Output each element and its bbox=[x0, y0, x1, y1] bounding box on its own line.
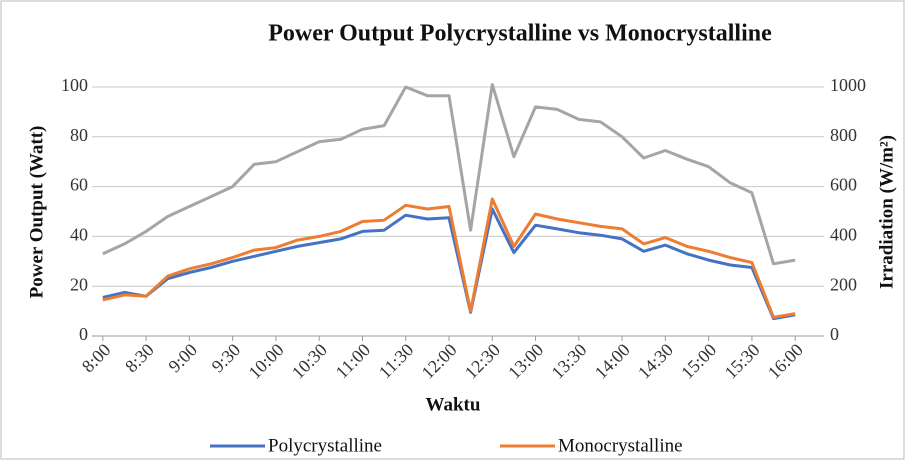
y2-tick-label: 800 bbox=[830, 125, 857, 145]
y2-tick-label: 0 bbox=[830, 324, 839, 344]
legend-label: Monocrystalline bbox=[558, 435, 683, 456]
y-tick-label: 0 bbox=[79, 324, 88, 344]
x-axis-title: Waktu bbox=[426, 394, 481, 415]
legend-label: Polycrystalline bbox=[268, 435, 382, 456]
y2-tick-label: 1000 bbox=[830, 75, 866, 95]
y-tick-label: 60 bbox=[70, 175, 88, 195]
y-axis-title: Power Output (Watt) bbox=[26, 126, 47, 299]
y-tick-label: 20 bbox=[70, 274, 88, 294]
y-tick-label: 100 bbox=[61, 75, 88, 95]
chart-title: Power Output Polycrystalline vs Monocrys… bbox=[268, 21, 772, 47]
line-series bbox=[102, 207, 796, 321]
line-series bbox=[102, 197, 796, 319]
y-tick-label: 80 bbox=[70, 125, 88, 145]
line-series bbox=[102, 83, 796, 266]
y2-tick-label: 400 bbox=[830, 225, 857, 245]
y2-tick-label: 600 bbox=[830, 175, 857, 195]
y2-tick-label: 200 bbox=[830, 274, 857, 294]
y2-axis-title: Irradiation (W/m²) bbox=[876, 135, 897, 289]
y-tick-label: 40 bbox=[70, 225, 88, 245]
